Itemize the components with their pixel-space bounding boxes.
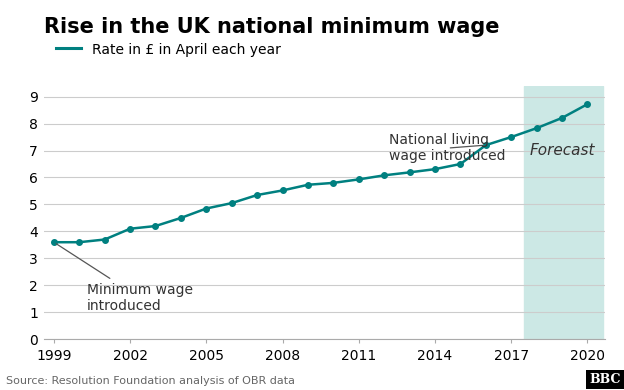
Text: Forecast: Forecast: [529, 143, 595, 158]
Text: BBC: BBC: [590, 373, 621, 386]
Text: Minimum wage
introduced: Minimum wage introduced: [56, 244, 193, 313]
Text: Source: Resolution Foundation analysis of OBR data: Source: Resolution Foundation analysis o…: [6, 376, 295, 386]
Text: National living
wage introduced: National living wage introduced: [389, 133, 506, 163]
Text: Rise in the UK national minimum wage: Rise in the UK national minimum wage: [44, 17, 499, 37]
Legend: Rate in £ in April each year: Rate in £ in April each year: [51, 37, 286, 62]
Bar: [524, 86, 603, 339]
